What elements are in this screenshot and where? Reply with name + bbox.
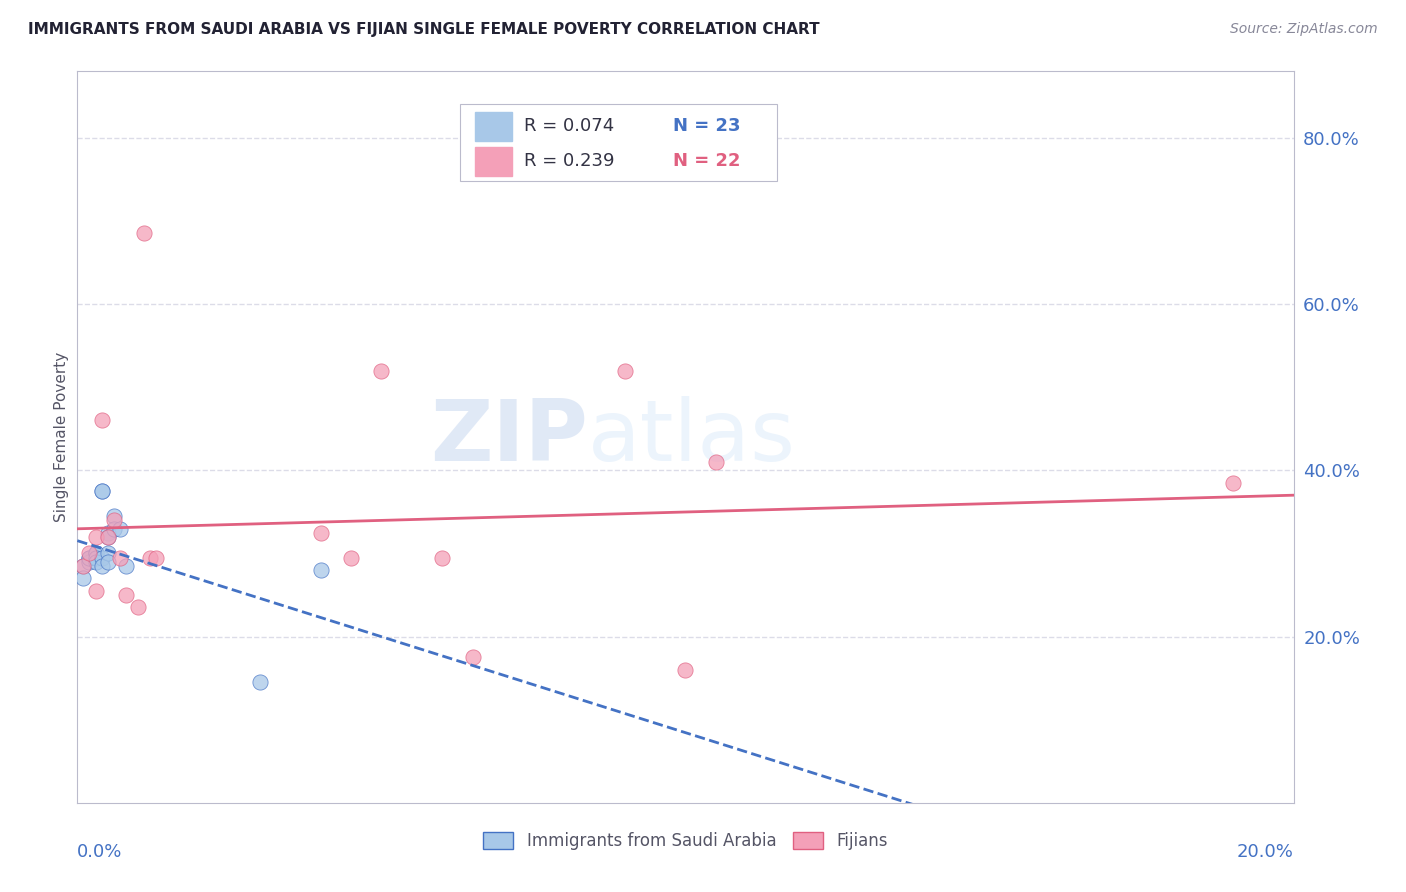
Point <box>79 546 101 560</box>
Y-axis label: Single Female Poverty: Single Female Poverty <box>53 352 69 522</box>
Text: N = 23: N = 23 <box>673 117 741 136</box>
Point <box>309 563 332 577</box>
Point <box>103 513 125 527</box>
Point <box>90 484 112 499</box>
Point <box>79 555 101 569</box>
Text: IMMIGRANTS FROM SAUDI ARABIA VS FIJIAN SINGLE FEMALE POVERTY CORRELATION CHART: IMMIGRANTS FROM SAUDI ARABIA VS FIJIAN S… <box>28 22 820 37</box>
Point <box>134 227 156 241</box>
Bar <box>475 112 512 141</box>
Point <box>72 558 94 573</box>
Point <box>79 550 101 565</box>
Point <box>79 550 101 565</box>
Point <box>108 550 131 565</box>
Point <box>108 521 131 535</box>
Point <box>340 550 363 565</box>
Text: 20.0%: 20.0% <box>1237 843 1294 861</box>
Point <box>97 555 120 569</box>
Point <box>84 546 107 560</box>
Point <box>72 558 94 573</box>
Point <box>84 583 107 598</box>
Point <box>613 363 636 377</box>
Point <box>115 588 138 602</box>
Point <box>90 558 112 573</box>
Point <box>675 663 697 677</box>
FancyBboxPatch shape <box>460 104 776 181</box>
Point <box>139 550 162 565</box>
Text: Source: ZipAtlas.com: Source: ZipAtlas.com <box>1230 22 1378 37</box>
Point <box>97 546 120 560</box>
Point <box>249 675 271 690</box>
Text: R = 0.074: R = 0.074 <box>523 117 614 136</box>
Text: R = 0.239: R = 0.239 <box>523 153 614 170</box>
Text: N = 22: N = 22 <box>673 153 741 170</box>
Point <box>127 600 149 615</box>
Point <box>84 555 107 569</box>
Point <box>72 571 94 585</box>
Point <box>430 550 453 565</box>
Legend: Immigrants from Saudi Arabia, Fijians: Immigrants from Saudi Arabia, Fijians <box>477 825 894 856</box>
Point <box>115 558 138 573</box>
Text: 0.0%: 0.0% <box>77 843 122 861</box>
Point <box>704 455 727 469</box>
Text: ZIP: ZIP <box>430 395 588 479</box>
Point <box>1222 475 1244 490</box>
Point <box>90 413 112 427</box>
Point <box>103 509 125 524</box>
Point <box>103 521 125 535</box>
Point <box>97 530 120 544</box>
Bar <box>475 146 512 176</box>
Point <box>97 530 120 544</box>
Text: atlas: atlas <box>588 395 796 479</box>
Point <box>90 550 112 565</box>
Point <box>309 525 332 540</box>
Point <box>84 546 107 560</box>
Point <box>370 363 392 377</box>
Point <box>145 550 167 565</box>
Point <box>90 484 112 499</box>
Point <box>97 525 120 540</box>
Point <box>461 650 484 665</box>
Point <box>84 550 107 565</box>
Point <box>84 530 107 544</box>
